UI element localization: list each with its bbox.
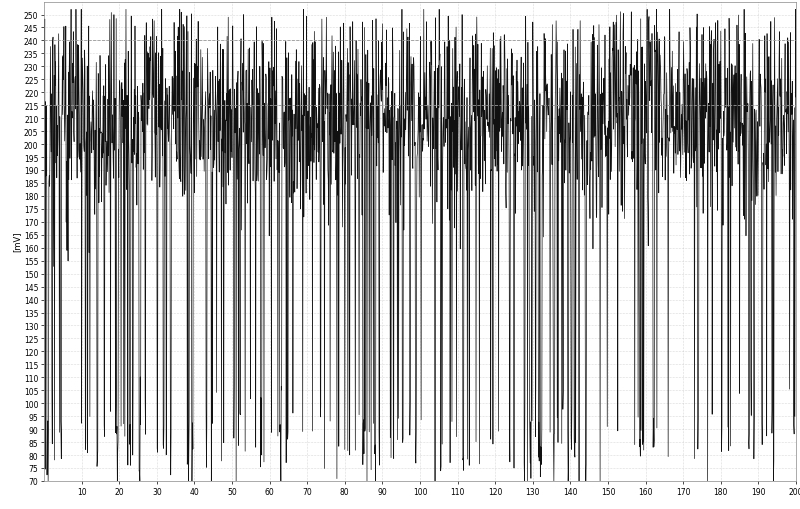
- Y-axis label: [mV]: [mV]: [12, 232, 21, 252]
